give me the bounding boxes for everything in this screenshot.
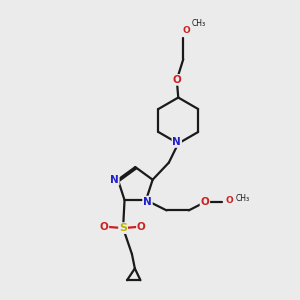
Text: N: N	[172, 137, 181, 147]
Text: N: N	[143, 196, 152, 207]
Text: O: O	[172, 75, 181, 85]
Text: O: O	[182, 26, 190, 35]
Text: O: O	[226, 196, 233, 205]
Text: S: S	[119, 223, 127, 233]
Text: O: O	[137, 222, 146, 232]
Text: N: N	[110, 175, 119, 185]
Text: CH₃: CH₃	[235, 194, 249, 202]
Text: CH₃: CH₃	[191, 19, 206, 28]
Text: O: O	[100, 222, 108, 232]
Text: O: O	[200, 197, 209, 207]
